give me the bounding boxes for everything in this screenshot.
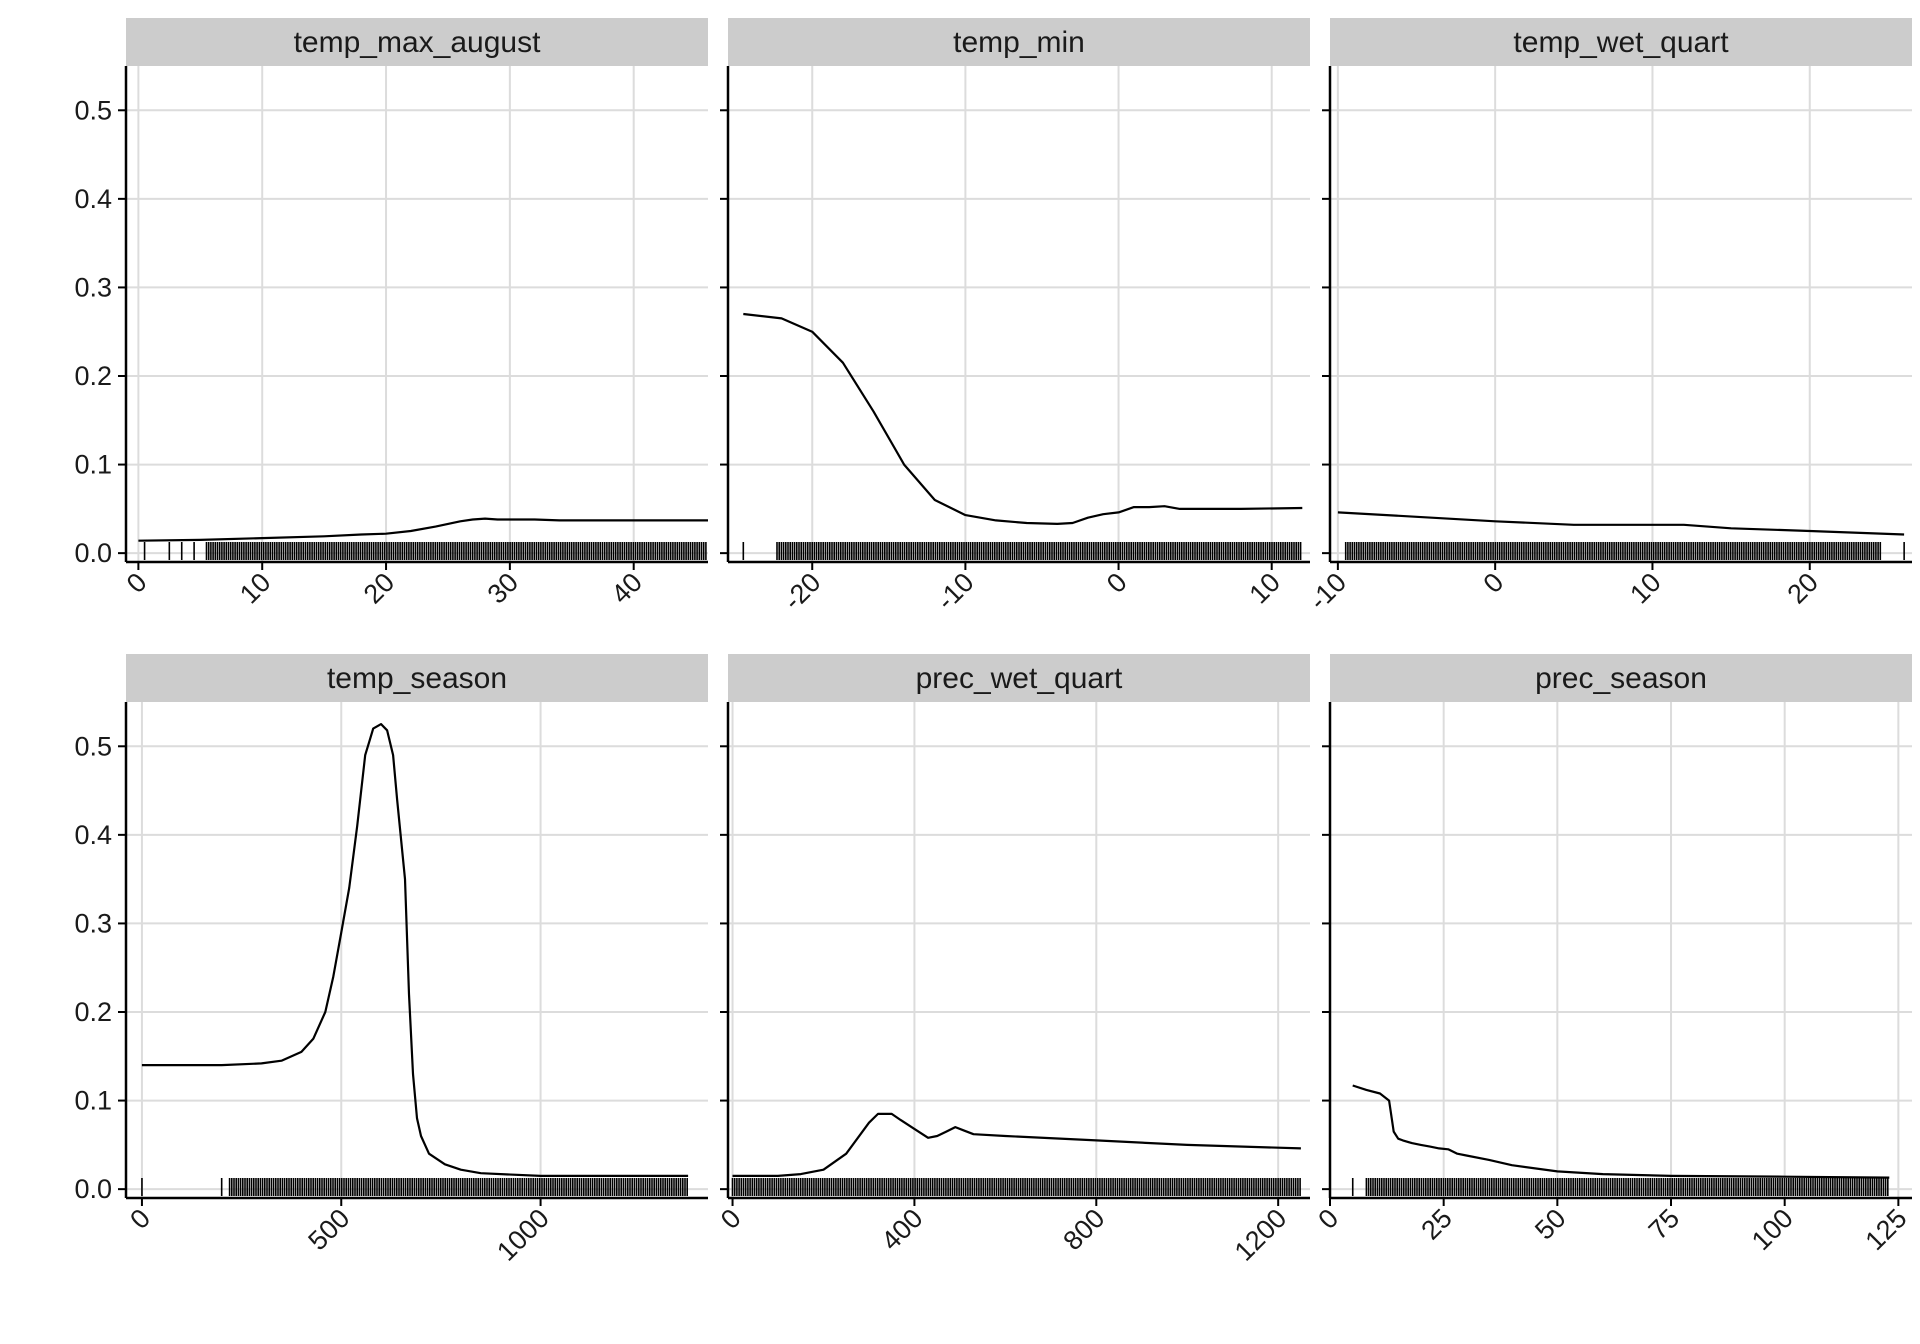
facet-strip <box>1330 654 1912 702</box>
series-line-prec_season <box>1352 1084 1890 1179</box>
x-tick-label: 40 <box>605 567 647 609</box>
y-tick-label: 0.1 <box>74 1086 112 1116</box>
y-tick-label: 0.2 <box>74 361 112 391</box>
facet-title: prec_season <box>1535 662 1707 695</box>
y-tick-label: 0.4 <box>74 184 112 214</box>
y-tick-label: 0.4 <box>74 820 112 850</box>
rug-marks <box>143 542 707 560</box>
x-tick-label: 100 <box>1746 1203 1799 1256</box>
y-tick-label: 0.5 <box>74 731 112 761</box>
x-tick-label: 0 <box>715 1203 747 1235</box>
series-line-temp_max_august <box>138 517 708 542</box>
y-tick-label: 0.1 <box>74 450 112 480</box>
facet-title: temp_min <box>953 26 1085 59</box>
x-tick-label: 0 <box>1312 1203 1344 1235</box>
y-tick-label: 0.3 <box>74 908 112 938</box>
x-tick-label: 30 <box>482 567 524 609</box>
y-tick-label: 0.5 <box>74 95 112 125</box>
x-tick-label: 20 <box>1782 567 1824 609</box>
rug-marks <box>1351 1178 1889 1196</box>
x-tick-label: 1000 <box>491 1203 555 1267</box>
rug-marks <box>742 542 1302 560</box>
facet-title: temp_wet_quart <box>1513 26 1729 59</box>
x-tick-label: 1200 <box>1229 1203 1293 1267</box>
facet-title: prec_wet_quart <box>916 662 1123 695</box>
x-tick-label: 500 <box>302 1203 355 1256</box>
facet-panel-temp_season: temp_season 0.0 0.1 0.2 0.3 0.4 0.5 0 500 1000 <box>74 654 708 1267</box>
x-tick-label: 0 <box>1101 567 1133 599</box>
rug-marks <box>141 1178 689 1196</box>
series-line-temp_wet_quart <box>1337 511 1905 536</box>
facet-panel-temp_wet_quart: temp_wet_quart -10 0 10 20 <box>1303 18 1912 616</box>
facet-strip <box>126 18 708 66</box>
x-tick-label: 0 <box>124 1203 156 1235</box>
x-tick-label: 20 <box>358 567 400 609</box>
x-tick-label: 10 <box>234 567 276 609</box>
x-tick-label: 400 <box>876 1203 929 1256</box>
x-tick-label: 125 <box>1860 1203 1913 1256</box>
y-tick-label: 0.0 <box>74 1174 112 1204</box>
facet-strip <box>126 654 708 702</box>
x-tick-label: 800 <box>1057 1203 1110 1256</box>
x-tick-label: 10 <box>1243 567 1285 609</box>
x-tick-label: 0 <box>121 567 153 599</box>
x-tick-label: 25 <box>1415 1203 1457 1245</box>
y-tick-label: 0.2 <box>74 997 112 1027</box>
x-tick-label: 50 <box>1529 1203 1571 1245</box>
series-line-prec_wet_quart <box>732 1112 1301 1178</box>
x-tick-label: -10 <box>931 567 980 616</box>
rug-marks <box>1344 542 1905 560</box>
x-tick-label: -20 <box>778 567 827 616</box>
rug-marks <box>731 1178 1301 1196</box>
facet-strip <box>728 18 1310 66</box>
facet-panel-temp_max_august: temp_max_august 0.0 0.1 0.2 0.3 0.4 0.5 0 10 20 30… <box>74 18 708 609</box>
series-line-temp_min <box>743 312 1303 526</box>
x-tick-label: 0 <box>1478 567 1510 599</box>
facet-title: temp_max_august <box>294 26 541 59</box>
x-tick-label: -10 <box>1303 567 1352 616</box>
facet-panel-prec_season: prec_season 0 25 50 75 100 125 <box>1312 654 1913 1256</box>
y-tick-label: 0.0 <box>74 538 112 568</box>
x-tick-label: 75 <box>1643 1203 1685 1245</box>
x-tick-label: 10 <box>1624 567 1666 609</box>
y-tick-label: 0.3 <box>74 272 112 302</box>
facet-panel-temp_min: temp_min -20 -10 0 10 <box>720 18 1310 616</box>
facet-title: temp_season <box>327 662 507 695</box>
series-line-temp_season <box>141 722 689 1178</box>
facet-strip <box>1330 18 1912 66</box>
facet-panel-prec_wet_quart: prec_wet_quart 0 400 800 1200 <box>715 654 1310 1267</box>
facet-strip <box>728 654 1310 702</box>
